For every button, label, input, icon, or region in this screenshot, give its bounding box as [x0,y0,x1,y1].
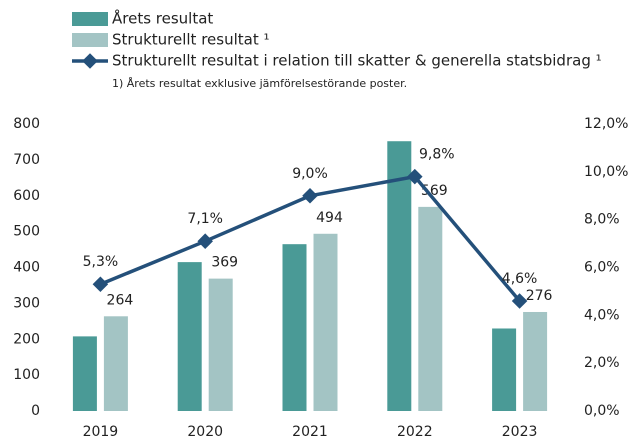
legend-label: Strukturellt resultat ¹ [112,31,270,49]
data-label: 264 [107,292,134,308]
y-tick-label: 600 [13,188,40,204]
bar [103,316,128,411]
y2-tick-label: 6,0% [584,260,620,276]
y-tick-label: 0 [31,403,40,419]
x-tick-label: 2019 [83,424,119,437]
bar [523,311,548,411]
data-label: 369 [211,255,238,271]
y2-tick-label: 8,0% [584,212,620,228]
bar [492,328,517,411]
legend-marker [82,53,98,69]
y2-tick-label: 10,0% [584,164,628,180]
legend-swatch [72,12,108,26]
marker [92,276,109,293]
y-tick-label: 100 [13,367,40,383]
data-label: 569 [421,183,448,199]
y-tick-label: 400 [13,260,40,276]
y-tick-label: 300 [13,295,40,311]
x-tick-label: 2021 [292,424,328,437]
y2-tick-label: 0,0% [584,403,620,419]
bar [208,278,233,411]
x-tick-label: 2022 [397,424,433,437]
data-label: 276 [526,288,553,304]
y-tick-label: 800 [13,116,40,132]
bar [282,244,307,411]
y-tick-label: 200 [13,331,40,347]
y-tick-label: 700 [13,152,40,168]
y2-tick-label: 4,0% [584,307,620,323]
y2-tick-label: 12,0% [584,116,628,132]
legend-swatch [72,33,108,47]
bar [313,233,338,411]
x-tick-label: 2020 [187,424,223,437]
x-tick-label: 2023 [502,424,538,437]
data-label: 9,0% [292,166,328,182]
data-label: 5,3% [83,254,119,270]
legend-label: Strukturellt resultat i relation till sk… [112,52,602,70]
bar [72,336,97,411]
y-tick-label: 500 [13,224,40,240]
marker [407,168,423,185]
y2-tick-label: 2,0% [584,355,620,371]
bar [387,141,412,411]
data-label: 7,1% [187,211,223,227]
legend-label: Årets resultat [112,9,213,28]
marker [302,187,318,204]
marker [197,233,213,249]
data-label: 4,6% [502,271,538,287]
bar [418,206,443,411]
footnote: 1) Årets resultat exklusive jämförelsest… [112,77,407,90]
data-label: 9,8% [419,147,455,163]
bar [177,262,202,411]
data-label: 494 [316,210,343,226]
